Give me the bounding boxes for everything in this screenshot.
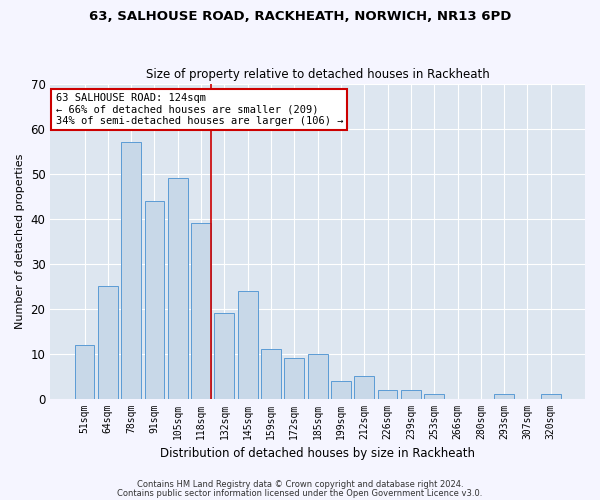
X-axis label: Distribution of detached houses by size in Rackheath: Distribution of detached houses by size … [160, 447, 475, 460]
Text: Contains HM Land Registry data © Crown copyright and database right 2024.: Contains HM Land Registry data © Crown c… [137, 480, 463, 489]
Bar [98, 286, 118, 399]
Bar [308, 354, 328, 399]
Bar [191, 223, 211, 398]
Bar [214, 313, 234, 398]
Bar [284, 358, 304, 399]
Title: Size of property relative to detached houses in Rackheath: Size of property relative to detached ho… [146, 68, 490, 81]
Bar [494, 394, 514, 398]
Bar [238, 290, 257, 399]
Bar [355, 376, 374, 398]
Bar [168, 178, 188, 398]
Text: 63 SALHOUSE ROAD: 124sqm
← 66% of detached houses are smaller (209)
34% of semi-: 63 SALHOUSE ROAD: 124sqm ← 66% of detach… [56, 93, 343, 126]
Text: 63, SALHOUSE ROAD, RACKHEATH, NORWICH, NR13 6PD: 63, SALHOUSE ROAD, RACKHEATH, NORWICH, N… [89, 10, 511, 23]
Bar [261, 349, 281, 399]
Bar [541, 394, 560, 398]
Bar [145, 200, 164, 398]
Bar [121, 142, 141, 399]
Bar [401, 390, 421, 398]
Bar [377, 390, 397, 398]
Y-axis label: Number of detached properties: Number of detached properties [15, 154, 25, 328]
Bar [424, 394, 444, 398]
Text: Contains public sector information licensed under the Open Government Licence v3: Contains public sector information licen… [118, 488, 482, 498]
Bar [331, 380, 351, 398]
Bar [74, 344, 94, 399]
